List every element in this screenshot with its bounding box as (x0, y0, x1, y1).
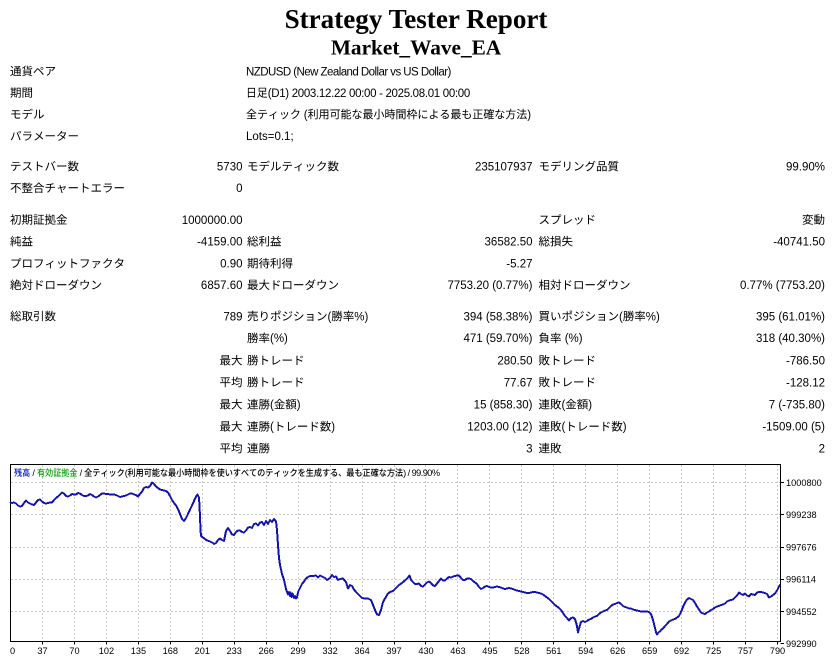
svg-text:-128.12: -128.12 (786, 377, 825, 389)
svg-text:70: 70 (69, 646, 79, 656)
svg-text:725: 725 (706, 646, 721, 656)
svg-text:-1509.00 (5): -1509.00 (5) (762, 422, 825, 434)
svg-text:%): %) (354, 311, 368, 323)
svg-text:/: / (30, 468, 37, 478)
svg-text:): ) (297, 400, 301, 412)
svg-text:36582.50: 36582.50 (485, 237, 533, 249)
svg-text:430: 430 (418, 646, 433, 656)
svg-text:): ) (623, 422, 627, 434)
svg-text:280.50: 280.50 (497, 356, 532, 368)
svg-text:235107937: 235107937 (475, 161, 533, 173)
svg-text:(: ( (619, 311, 623, 323)
svg-text:-40741.50: -40741.50 (773, 237, 825, 249)
svg-text:(: ( (328, 311, 332, 323)
svg-text:395 (61.01%): 395 (61.01%) (756, 311, 825, 323)
svg-text:7753.20 (0.77%): 7753.20 (0.77%) (447, 280, 532, 292)
svg-text:168: 168 (163, 646, 178, 656)
svg-text:992990: 992990 (786, 639, 817, 649)
svg-text:789: 789 (223, 311, 242, 323)
svg-text:994552: 994552 (786, 607, 817, 617)
svg-text:299: 299 (290, 646, 305, 656)
svg-text:135: 135 (131, 646, 146, 656)
svg-text:1000000.00: 1000000.00 (182, 215, 243, 227)
svg-text:0.90: 0.90 (220, 259, 242, 271)
svg-text:3: 3 (526, 443, 532, 455)
svg-text:15 (858.30): 15 (858.30) (474, 400, 533, 412)
svg-text:(%): (%) (270, 333, 288, 345)
svg-text:790: 790 (770, 646, 785, 656)
svg-text:2: 2 (819, 443, 825, 455)
svg-text:(%): (%) (562, 333, 583, 345)
svg-text:Market_Wave_EA: Market_Wave_EA (331, 35, 502, 59)
svg-text:1000800: 1000800 (786, 478, 822, 488)
svg-text:659: 659 (642, 646, 657, 656)
svg-text:(: ( (125, 468, 128, 478)
svg-text:0: 0 (236, 183, 242, 195)
svg-text:495: 495 (482, 646, 497, 656)
svg-text:(: ( (270, 422, 274, 434)
svg-text:233: 233 (227, 646, 242, 656)
svg-text:463: 463 (450, 646, 465, 656)
svg-text:77.67: 77.67 (504, 377, 533, 389)
svg-text:1203.00 (12): 1203.00 (12) (467, 422, 532, 434)
svg-text:): ) (331, 422, 335, 434)
svg-text:201: 201 (195, 646, 210, 656)
svg-text:(D1) 2003.12.22 00:00 - 2025.0: (D1) 2003.12.22 00:00 - 2025.08.01 00:00 (268, 88, 471, 100)
svg-text:Strategy Tester Report: Strategy Tester Report (285, 4, 548, 34)
svg-text:266: 266 (259, 646, 274, 656)
svg-text:0: 0 (10, 646, 15, 656)
svg-text:7 (-735.80): 7 (-735.80) (769, 400, 825, 412)
svg-text:471 (59.70%): 471 (59.70%) (463, 333, 532, 345)
svg-text:999238: 999238 (786, 510, 817, 520)
svg-text:): ) (588, 400, 592, 412)
svg-text:-5.27: -5.27 (506, 259, 532, 271)
svg-text:5730: 5730 (217, 161, 243, 173)
svg-text:-4159.00: -4159.00 (197, 237, 242, 249)
svg-text:(: ( (270, 400, 274, 412)
svg-text:397: 397 (386, 646, 401, 656)
svg-text:99.90%: 99.90% (786, 161, 825, 173)
svg-text:6857.60: 6857.60 (201, 280, 243, 292)
svg-text:(: ( (562, 422, 566, 434)
svg-text:(: ( (301, 109, 308, 121)
svg-text:996114: 996114 (786, 575, 816, 585)
svg-text:Lots=0.1;: Lots=0.1; (246, 131, 294, 143)
svg-text:692: 692 (674, 646, 689, 656)
svg-text:%): %) (646, 311, 660, 323)
svg-text:0.77% (7753.20): 0.77% (7753.20) (740, 280, 825, 292)
svg-text:(: ( (562, 400, 566, 412)
svg-text:/: / (78, 468, 85, 478)
svg-text:757: 757 (738, 646, 753, 656)
svg-text:318 (40.30%): 318 (40.30%) (756, 333, 825, 345)
svg-text:528: 528 (514, 646, 529, 656)
svg-text:37: 37 (37, 646, 47, 656)
svg-text:561: 561 (546, 646, 561, 656)
svg-text:) / 99.90%: ) / 99.90% (403, 468, 440, 478)
svg-text:594: 594 (578, 646, 593, 656)
svg-text:626: 626 (610, 646, 625, 656)
svg-text:332: 332 (322, 646, 337, 656)
svg-text:): ) (527, 109, 531, 121)
svg-text:364: 364 (354, 646, 369, 656)
svg-text:-786.50: -786.50 (786, 356, 825, 368)
svg-text:NZDUSD (New Zealand Dollar vs: NZDUSD (New Zealand Dollar vs US Dollar) (246, 66, 452, 78)
svg-text:394 (58.38%): 394 (58.38%) (463, 311, 532, 323)
svg-text:102: 102 (99, 646, 114, 656)
svg-text:997676: 997676 (786, 542, 817, 552)
